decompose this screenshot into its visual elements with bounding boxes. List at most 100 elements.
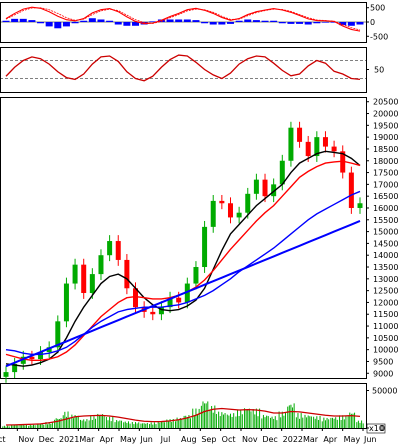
price-ma-short-line: [5, 150, 361, 367]
macd-histogram-bar: [88, 18, 96, 22]
volume-unit-box: [366, 423, 386, 434]
price-candle-body: [167, 297, 173, 308]
price-y-tick-label: 11000: [373, 322, 398, 331]
macd-histogram-bar: [97, 19, 105, 22]
macd-histogram-bar: [235, 20, 243, 22]
price-candle-body: [3, 372, 9, 377]
price-candle-body: [305, 141, 311, 157]
macd-histogram-bar: [19, 18, 27, 22]
price-y-tick-label: 14500: [373, 239, 398, 248]
macd-histogram-bar: [287, 22, 295, 24]
price-y-tick-label: 18000: [373, 157, 398, 166]
price-y-tick-label: 19000: [373, 133, 398, 142]
macd-histogram-bar: [218, 22, 226, 25]
price-candle-body: [227, 203, 233, 218]
macd-histogram-bar: [11, 18, 19, 22]
price-y-tick-label: 15500: [373, 216, 398, 225]
x-tick-label: Mar: [303, 435, 319, 444]
rsi-y-tick-label: 50: [374, 66, 384, 75]
x-tick-label: Oct: [222, 435, 236, 444]
macd-histogram-bar: [37, 22, 45, 24]
price-y-tick-label: 17000: [373, 180, 398, 189]
x-tick-label: Aug: [181, 435, 197, 444]
price-y-tick-label: 13500: [373, 263, 398, 272]
price-y-tick-label: 12500: [373, 287, 398, 296]
macd-histogram-bar: [304, 22, 312, 25]
price-y-tick-label: 20500: [373, 98, 398, 107]
x-tick-label: May: [344, 435, 361, 444]
price-candle-body: [331, 146, 337, 152]
price-candle-body: [236, 212, 242, 218]
volume-unit-label: x10: [369, 424, 384, 433]
x-tick-label: Sep: [201, 435, 216, 444]
x-tick-label: Jul: [160, 435, 171, 444]
macd-histogram-bar: [114, 22, 122, 25]
macd-macd-line: [5, 6, 361, 32]
volume-y-tick-label: 50000: [372, 387, 397, 396]
price-y-tick-label: 9500: [373, 357, 393, 366]
price-candle-body: [55, 321, 61, 348]
volume-panel-frame: [0, 383, 367, 429]
price-y-tick-label: 19500: [373, 121, 398, 130]
x-tick-label: Dec: [262, 435, 277, 444]
price-y-tick-label: 11500: [373, 310, 398, 319]
price-y-tick-label: 14000: [373, 251, 398, 260]
price-candle-body: [20, 356, 26, 364]
x-tick-label: 2022: [283, 435, 303, 444]
price-y-tick-label: 10500: [373, 334, 398, 343]
price-candle-body: [297, 127, 303, 142]
price-candle-body: [202, 226, 208, 268]
macd-histogram-bar: [132, 22, 140, 26]
macd-histogram-bar: [339, 22, 347, 26]
price-candle-body: [184, 283, 190, 303]
price-candle-body: [150, 311, 156, 315]
macd-histogram-bar: [321, 22, 329, 23]
macd-histogram-bar: [183, 19, 191, 22]
x-tick-label: Apr: [323, 435, 338, 444]
price-y-tick-label: 17500: [373, 169, 398, 178]
x-tick-label: ct: [0, 435, 6, 444]
macd-y-tick-label: 0: [370, 18, 375, 27]
x-tick-label: Nov: [242, 435, 258, 444]
macd-histogram-bar: [261, 20, 269, 22]
price-panel-frame: [0, 97, 367, 379]
price-y-tick-label: 10000: [373, 346, 398, 355]
price-candle-body: [12, 363, 18, 373]
price-candle-body: [176, 297, 182, 303]
price-candle-body: [72, 264, 78, 284]
price-candle-body: [89, 274, 95, 293]
macd-histogram-bar: [252, 20, 260, 22]
price-y-tick-label: 13000: [373, 275, 398, 284]
price-y-tick-label: 16000: [373, 204, 398, 213]
price-candle-body: [63, 283, 69, 322]
price-candle-body: [262, 179, 268, 197]
x-tick-label: Apr: [100, 435, 115, 444]
macd-histogram-bar: [296, 22, 304, 24]
macd-histogram-bar: [80, 20, 88, 22]
price-candle-body: [314, 137, 320, 157]
price-candle-body: [288, 127, 294, 161]
x-tick-label: May: [120, 435, 137, 444]
macd-histogram-bar: [244, 19, 252, 22]
macd-signal-line: [5, 7, 361, 31]
x-tick-label: Jun: [363, 435, 377, 444]
price-candle-body: [253, 179, 259, 194]
price-candle-body: [219, 200, 225, 204]
price-y-tick-label: 15000: [373, 228, 398, 237]
price-candle-body: [81, 264, 87, 293]
macd-histogram-bar: [62, 22, 70, 27]
macd-histogram-bar: [2, 20, 10, 22]
price-candle-body: [98, 255, 104, 275]
price-y-tick-label: 18500: [373, 145, 398, 154]
macd-histogram-bar: [45, 22, 53, 27]
macd-histogram-bar: [106, 20, 114, 22]
x-tick-label: Nov: [18, 435, 34, 444]
macd-histogram-bar: [270, 20, 278, 22]
macd-histogram-bar: [54, 22, 62, 29]
price-candle-body: [348, 172, 354, 208]
macd-y-tick-label: 500: [370, 4, 385, 13]
volume-ma-line: [5, 407, 361, 426]
macd-histogram-bar: [356, 22, 364, 25]
price-candle-body: [38, 352, 44, 360]
